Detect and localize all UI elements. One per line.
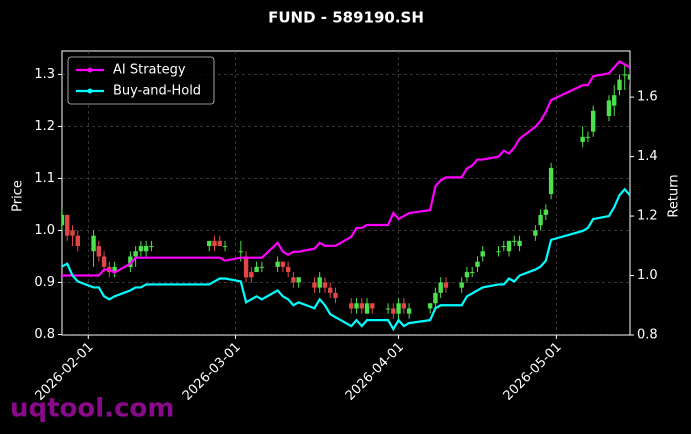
candle-body [506,240,512,252]
y2-tick-label: 1.4 [637,149,658,164]
candle-body [75,235,80,247]
candle-body [401,303,407,309]
candle-body [438,282,443,293]
candle-body [259,266,265,268]
candle-body [243,256,249,278]
return-line [62,187,630,332]
candle-body [359,303,364,309]
candle-body [606,100,612,117]
y2-tick-label: 1.0 [637,268,658,283]
candle-body [91,235,96,252]
legend-marker [87,67,93,73]
y2-tick-label: 1.2 [637,209,658,224]
marks [62,60,630,332]
candle-body [459,282,464,288]
candle-body [627,74,630,80]
candle-body [517,240,522,247]
candle-body [65,214,70,236]
candle-body [501,246,506,248]
candle-body [249,272,254,278]
candle-body [280,261,286,267]
chart-title: FUND - 589190.SH [268,9,424,27]
candle-body [238,251,244,253]
candle-body [317,277,322,288]
candle-body [96,246,102,257]
candle-body [612,95,617,106]
candle-body [133,251,138,257]
candle-body [112,266,117,273]
candle-body [443,282,449,288]
candle-body [470,272,475,274]
candle-body [291,277,296,283]
candle-body [496,251,501,253]
candle-body [222,246,228,248]
candle-body [328,287,333,293]
candle-body [480,251,485,257]
candle-body [217,240,222,247]
candle-body [585,136,591,138]
y2-axis-label: Return [667,174,682,217]
candle-body [433,292,438,304]
candle-body [296,277,301,283]
grid [62,51,630,335]
legend-box [67,56,215,105]
candle-body [543,209,549,215]
candle-body [62,214,65,226]
candle-body [275,261,280,267]
candle-body [138,246,144,252]
y-tick-label: 1.3 [34,67,55,82]
y-tick-label: 0.8 [34,327,55,342]
candle-body [475,261,480,267]
y2-tick-label: 1.6 [637,90,658,105]
candle-body [464,272,470,278]
candle-body [254,266,259,273]
candle-body [128,256,133,267]
candle-body [333,292,338,299]
candle-body [70,230,75,236]
y-tick-label: 1.1 [34,171,55,186]
x-tick-label: 2026-04-01 [343,340,407,404]
candle-body [427,303,433,309]
candle-body [285,266,291,273]
candle-body [349,303,354,309]
y-axis-label: Price [11,180,26,212]
candle-body [364,303,370,314]
candle-body [207,240,212,247]
watermark: uqtool.com [10,394,174,424]
candle-body [533,230,538,236]
candle-body [590,110,596,132]
candle-body [312,282,317,288]
x-tick-label: 2026-05-01 [501,340,565,404]
legend-label: AI Strategy [113,63,186,78]
y-tick-label: 1.2 [34,119,55,134]
candle-body [391,308,396,314]
candle-body [101,256,107,267]
y-tick-label: 1.0 [34,223,55,238]
candle-body [512,240,517,242]
candle-body [149,246,154,248]
candle-body [622,74,627,76]
candle-body [212,240,217,247]
candle-body [385,308,391,310]
candle-body [370,303,375,309]
candle-body [354,303,359,309]
legend-label: Buy-and-Hold [113,84,201,99]
candle-body [322,282,328,288]
legend-marker [87,88,93,94]
candle-body [617,79,622,91]
candle-body [548,168,554,195]
candle-body [538,214,543,226]
candle-body [580,136,585,143]
candle-body [406,308,412,314]
y2-tick-label: 0.8 [637,328,658,343]
y-tick-label: 0.9 [34,275,55,290]
x-tick-label: 2026-03-01 [180,340,244,404]
candle-body [396,303,401,314]
candle-body [143,246,149,252]
return-line [62,60,630,277]
